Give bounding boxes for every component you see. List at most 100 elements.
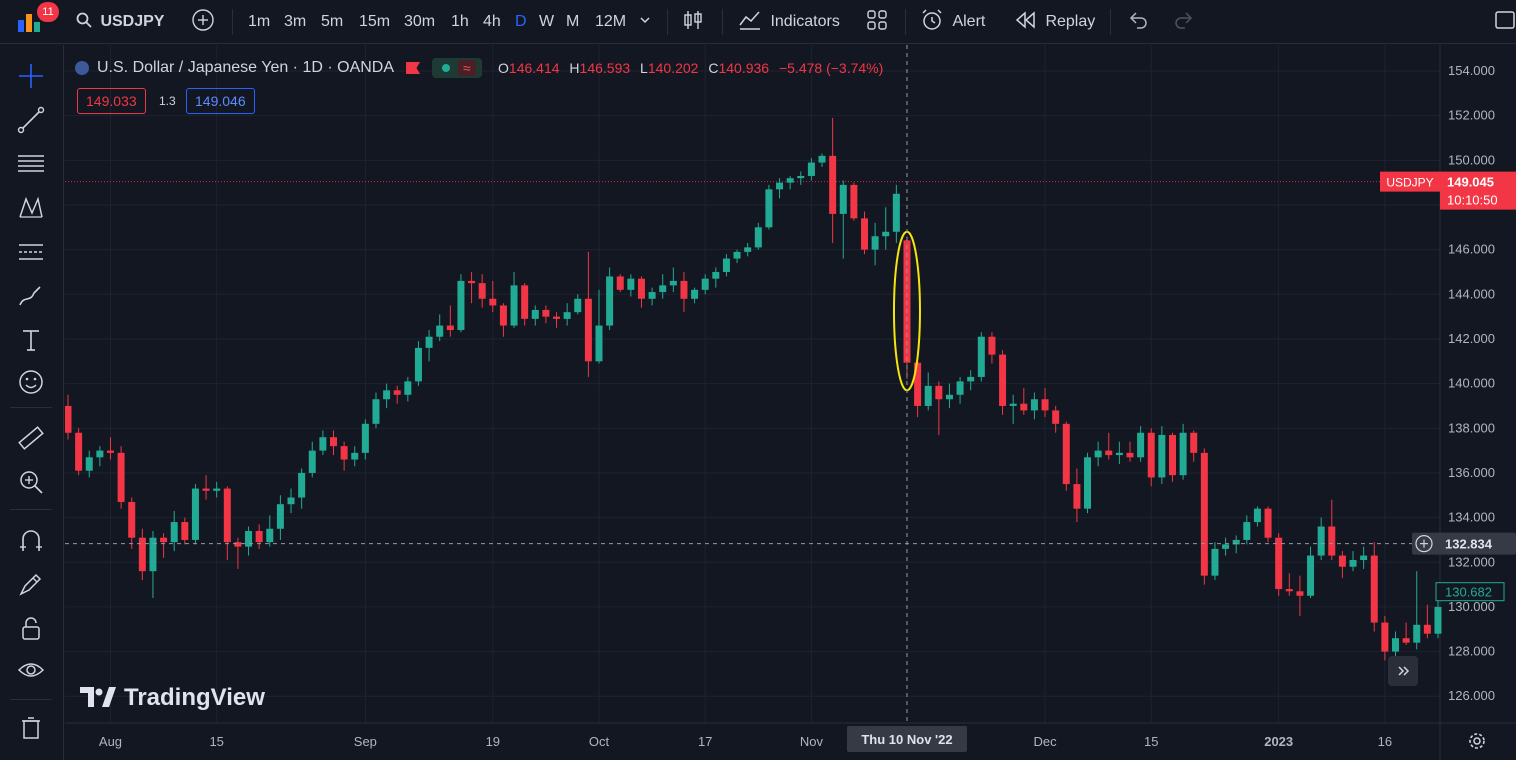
text-tool[interactable]	[14, 323, 48, 357]
candle-body[interactable]	[669, 280, 677, 286]
candle-body[interactable]	[584, 298, 592, 362]
candle-body[interactable]	[308, 450, 316, 473]
candle-body[interactable]	[977, 336, 985, 377]
candle-body[interactable]	[1402, 638, 1410, 643]
candle-body[interactable]	[340, 446, 348, 460]
candle-body[interactable]	[1041, 399, 1049, 411]
candle-body[interactable]	[170, 522, 178, 543]
candle-body[interactable]	[786, 178, 794, 183]
candle-body[interactable]	[1009, 403, 1017, 406]
emoji-tool[interactable]	[14, 365, 48, 399]
interval-15m[interactable]: 15m	[359, 13, 391, 30]
candle-body[interactable]	[85, 457, 93, 471]
templates-button[interactable]	[866, 0, 888, 44]
interval-w[interactable]: W	[539, 13, 555, 30]
candle-body[interactable]	[606, 276, 614, 326]
candle-body[interactable]	[1434, 606, 1442, 634]
candle-body[interactable]	[1211, 548, 1219, 576]
magnet-tool[interactable]	[14, 523, 48, 557]
candle-body[interactable]	[1126, 452, 1134, 458]
candle-body[interactable]	[468, 280, 476, 284]
undo-button[interactable]	[1128, 0, 1148, 44]
candle-body[interactable]	[138, 537, 146, 572]
ruler-tool[interactable]	[14, 421, 48, 455]
candle-body[interactable]	[945, 394, 953, 400]
candle-body[interactable]	[531, 309, 539, 319]
candle-body[interactable]	[117, 452, 125, 502]
candle-body[interactable]	[574, 298, 582, 313]
sell-button[interactable]: 149.033	[77, 88, 146, 114]
candle-body[interactable]	[446, 325, 454, 331]
candle-body[interactable]	[361, 423, 369, 453]
candle-body[interactable]	[351, 452, 359, 460]
candle-body[interactable]	[478, 283, 486, 299]
candle-body[interactable]	[1115, 452, 1123, 456]
unlock-tool[interactable]	[14, 611, 48, 645]
candle-body[interactable]	[1168, 434, 1176, 476]
alert-button[interactable]: Alert	[920, 0, 985, 44]
candle-body[interactable]	[425, 336, 433, 348]
candle-body[interactable]	[829, 155, 837, 214]
candle-body[interactable]	[1392, 638, 1399, 652]
candle-body[interactable]	[75, 432, 83, 471]
candle-body[interactable]	[1328, 526, 1336, 556]
candle-body[interactable]	[850, 184, 858, 219]
candle-body[interactable]	[553, 316, 561, 319]
indicators-button[interactable]: Indicators	[738, 0, 840, 44]
candle-body[interactable]	[637, 278, 645, 299]
redo-button[interactable]	[1174, 0, 1194, 44]
candle-body[interactable]	[1307, 555, 1315, 596]
candle-body[interactable]	[1200, 452, 1208, 576]
candle-body[interactable]	[457, 280, 465, 331]
candle-body[interactable]	[1062, 423, 1070, 485]
candle-body[interactable]	[213, 488, 221, 491]
candle-body[interactable]	[595, 325, 603, 362]
candle-body[interactable]	[372, 399, 380, 424]
candle-body[interactable]	[818, 155, 826, 163]
candle-body[interactable]	[510, 285, 518, 326]
candle-body[interactable]	[287, 497, 295, 505]
candlestick-chart[interactable]: 126.000 128.000 130.000 132.000 134.000 136.0…	[65, 45, 1516, 760]
candle-body[interactable]	[1296, 591, 1304, 596]
candle-body[interactable]	[1147, 432, 1155, 478]
candle-body[interactable]	[691, 289, 699, 299]
candle-body[interactable]	[563, 312, 571, 319]
candle-body[interactable]	[404, 381, 412, 395]
interval-4h[interactable]: 4h	[483, 13, 501, 30]
candle-body[interactable]	[1052, 410, 1060, 424]
candle-body[interactable]	[266, 528, 274, 543]
candle-body[interactable]	[1423, 624, 1431, 634]
candle-body[interactable]	[914, 362, 922, 406]
candle-body[interactable]	[181, 522, 189, 540]
candle-body[interactable]	[712, 271, 720, 279]
replay-button[interactable]: Replay	[1015, 0, 1095, 44]
candle-body[interactable]	[276, 504, 284, 529]
candle-body[interactable]	[234, 542, 242, 547]
interval-12m[interactable]: 12M	[595, 13, 627, 30]
eye-tool[interactable]	[14, 653, 48, 687]
candle-body[interactable]	[436, 325, 444, 337]
candle-body[interactable]	[871, 236, 879, 250]
candle-body[interactable]	[1030, 399, 1038, 411]
candle-body[interactable]	[1084, 457, 1092, 509]
candle-body[interactable]	[1413, 624, 1421, 643]
candle-body[interactable]	[1222, 544, 1230, 549]
candle-body[interactable]	[797, 175, 805, 179]
candle-body[interactable]	[298, 472, 306, 498]
candle-body[interactable]	[935, 385, 943, 400]
candle-body[interactable]	[765, 189, 773, 228]
candle-body[interactable]	[191, 488, 199, 540]
candle-body[interactable]	[616, 276, 624, 290]
candle-body[interactable]	[383, 390, 391, 400]
candle-body[interactable]	[744, 247, 752, 252]
candle-body[interactable]	[1349, 560, 1357, 567]
candle-body[interactable]	[648, 292, 656, 299]
candle-body[interactable]	[1190, 432, 1198, 453]
candle-body[interactable]	[489, 298, 497, 306]
market-status-pill[interactable]: ≈	[432, 58, 483, 78]
interval-30m[interactable]: 30m	[404, 13, 436, 30]
candle-body[interactable]	[1253, 508, 1261, 523]
candle-body[interactable]	[319, 437, 327, 451]
interval-5m[interactable]: 5m	[321, 13, 344, 30]
candle-body[interactable]	[924, 385, 932, 406]
